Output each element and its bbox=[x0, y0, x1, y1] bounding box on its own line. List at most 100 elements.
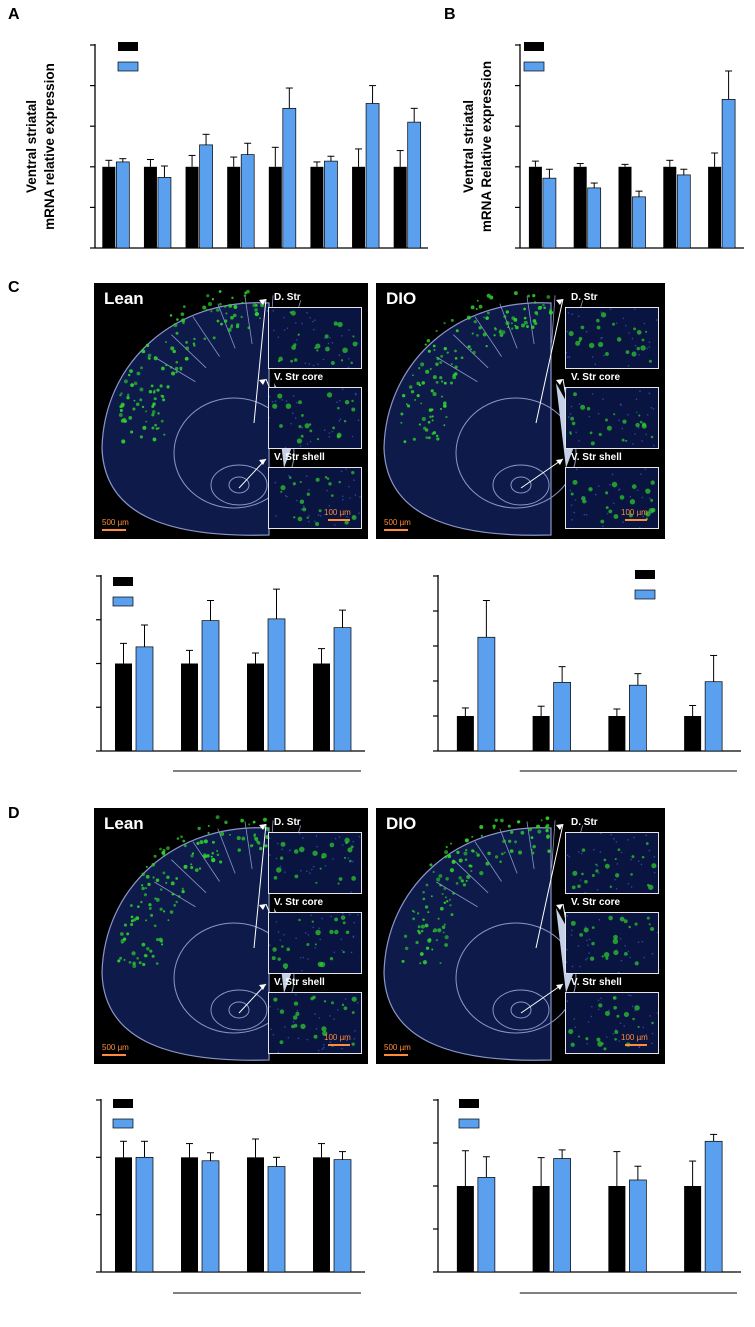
nucleus-dot bbox=[296, 499, 298, 502]
stained-cell bbox=[526, 325, 529, 328]
stained-cell bbox=[128, 960, 132, 964]
stained-cell bbox=[161, 394, 165, 399]
stained-cell bbox=[181, 318, 186, 323]
nucleus-dot bbox=[603, 354, 605, 357]
nucleus-dot bbox=[283, 329, 286, 331]
stained-cell bbox=[210, 855, 213, 858]
stained-cell bbox=[170, 881, 175, 886]
nucleus-dot bbox=[566, 854, 569, 857]
nucleus-dot bbox=[649, 497, 651, 500]
stained-cell bbox=[315, 343, 321, 349]
bar-dio-core bbox=[267, 618, 286, 752]
nucleus-dot bbox=[615, 841, 618, 843]
stained-cell bbox=[632, 1017, 635, 1021]
stained-cell bbox=[494, 855, 499, 859]
bar-dio-shell bbox=[333, 627, 352, 752]
nucleus-dot bbox=[585, 958, 587, 961]
arrow-head bbox=[259, 459, 266, 465]
stained-cell bbox=[623, 1011, 630, 1018]
nucleus-dot bbox=[328, 505, 331, 507]
main-scale-bar bbox=[102, 529, 126, 531]
nucleus-dot bbox=[334, 524, 336, 526]
stained-cell bbox=[544, 825, 549, 829]
stained-cell bbox=[152, 402, 156, 406]
nucleus-dot bbox=[298, 832, 301, 835]
inset-label: V. Str shell bbox=[274, 977, 325, 988]
stained-cell bbox=[308, 423, 312, 426]
nucleus-dot bbox=[619, 1022, 622, 1024]
micrograph-title: Lean bbox=[104, 289, 144, 308]
bar-dio-zo1 bbox=[632, 196, 646, 249]
stained-cell bbox=[614, 1037, 617, 1041]
stained-cell bbox=[294, 874, 299, 879]
nucleus-dot bbox=[352, 860, 354, 863]
nucleus-dot bbox=[568, 356, 571, 358]
stained-cell bbox=[420, 924, 425, 929]
stained-cell bbox=[436, 437, 440, 441]
stained-cell bbox=[175, 900, 178, 904]
stained-cell bbox=[350, 361, 353, 365]
stained-cell bbox=[153, 854, 157, 858]
nucleus-dot bbox=[648, 341, 651, 343]
nucleus-dot bbox=[309, 440, 312, 443]
stained-cell bbox=[542, 303, 545, 307]
nucleus-dot bbox=[586, 939, 588, 942]
stained-cell bbox=[337, 321, 343, 328]
chart-d-iba1-cell-count bbox=[96, 1099, 365, 1294]
stained-cell bbox=[588, 342, 595, 349]
nucleus-dot bbox=[289, 849, 291, 852]
stained-cell bbox=[472, 350, 476, 355]
inset-label: V. Str core bbox=[571, 897, 621, 908]
nucleus-dot bbox=[284, 871, 286, 873]
stained-cell bbox=[521, 323, 525, 328]
nucleus-dot bbox=[359, 496, 361, 498]
bar-lean-tnfa bbox=[393, 166, 407, 248]
stained-cell bbox=[148, 906, 152, 910]
stained-cell bbox=[476, 334, 479, 337]
nucleus-dot bbox=[640, 863, 643, 866]
stained-cell bbox=[342, 347, 348, 353]
stained-cell bbox=[422, 890, 425, 894]
stained-cell bbox=[513, 317, 518, 322]
stained-cell bbox=[277, 957, 281, 961]
nucleus-dot bbox=[330, 915, 332, 918]
nucleus-dot bbox=[286, 327, 289, 330]
stained-cell bbox=[252, 820, 256, 824]
nucleus-dot bbox=[577, 851, 580, 853]
stained-cell bbox=[443, 401, 447, 405]
bar-lean-core bbox=[608, 1186, 626, 1272]
stained-cell bbox=[570, 492, 574, 496]
nucleus-dot bbox=[284, 446, 287, 449]
stained-cell bbox=[568, 1029, 574, 1035]
panel-label-d: D bbox=[8, 805, 20, 822]
stained-cell bbox=[628, 513, 633, 518]
nucleus-dot bbox=[353, 1037, 356, 1040]
stained-cell bbox=[351, 1011, 355, 1014]
stained-cell bbox=[622, 419, 627, 424]
nucleus-dot bbox=[637, 426, 640, 429]
inset-label: V. Str core bbox=[571, 372, 621, 383]
stained-cell bbox=[454, 365, 458, 369]
nucleus-dot bbox=[325, 348, 327, 350]
stained-cell bbox=[198, 867, 202, 870]
stained-cell bbox=[455, 882, 459, 885]
stained-cell bbox=[165, 341, 167, 343]
stained-cell bbox=[175, 877, 179, 880]
stained-cell bbox=[309, 429, 313, 433]
stained-cell bbox=[597, 341, 604, 348]
stained-cell bbox=[505, 321, 510, 326]
nucleus-dot bbox=[638, 354, 640, 356]
nucleus-dot bbox=[643, 322, 646, 325]
stained-cell bbox=[306, 492, 311, 496]
stained-cell bbox=[476, 299, 479, 302]
inset-label: V. Str core bbox=[274, 897, 324, 908]
stained-cell bbox=[421, 930, 424, 933]
stained-cell bbox=[171, 892, 175, 896]
stained-cell bbox=[507, 326, 510, 329]
inset-stain bbox=[274, 468, 361, 526]
stained-cell bbox=[638, 414, 641, 417]
stained-cell bbox=[572, 870, 578, 876]
stained-cell bbox=[298, 918, 301, 922]
nucleus-dot bbox=[279, 865, 282, 868]
stained-cell bbox=[293, 849, 299, 854]
